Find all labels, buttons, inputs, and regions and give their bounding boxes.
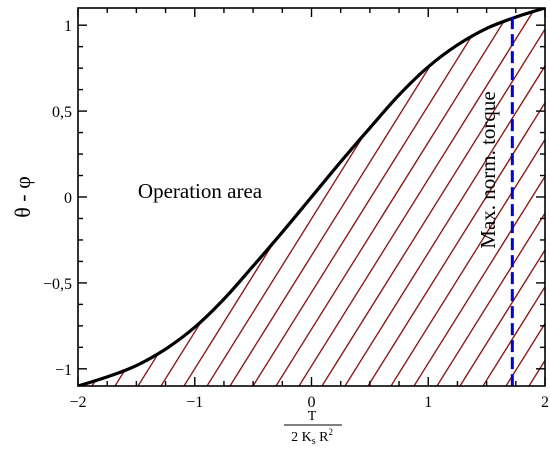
hatch-line: [252, 8, 490, 386]
axis-ticks: −2 −1 0 1 2 −1 −0,5 0 0,5 1: [43, 8, 549, 411]
x-tick-label: 1: [424, 394, 432, 411]
denominator-superscript: 2: [328, 427, 333, 437]
hatch-line: [0, 8, 6, 386]
hatch-line: [321, 8, 545, 386]
denominator-tail: R: [316, 430, 330, 445]
hatch-line: [275, 8, 513, 386]
y-tick-label: −0,5: [43, 276, 72, 293]
y-tick-label: −1: [55, 362, 72, 379]
y-axis-label: θ - φ: [10, 176, 35, 218]
x-tick-label: 0: [308, 394, 316, 411]
hatch-line: [482, 8, 545, 386]
hatch-line: [298, 8, 536, 386]
x-axis-label-denominator: 2 Ks R2: [291, 427, 333, 447]
series-curve: [78, 8, 545, 386]
hatch-line: [344, 8, 545, 386]
hatch-line: [390, 8, 545, 386]
x-tick-label: −2: [69, 394, 86, 411]
x-tick-label: 2: [541, 394, 549, 411]
hatch-line: [436, 8, 545, 386]
hatch-line: [459, 8, 545, 386]
y-tick-label: 0: [64, 190, 72, 207]
max-torque-label: Max. norm. torque: [476, 91, 500, 248]
denominator-main: 2 K: [291, 430, 312, 445]
x-tick-label: −1: [186, 394, 203, 411]
y-tick-label: 0,5: [52, 104, 72, 121]
denominator-subscript: s: [312, 436, 316, 447]
y-tick-label: 1: [64, 18, 72, 35]
hatch-line: [229, 8, 467, 386]
x-axis-label-numerator: T: [308, 409, 317, 424]
hatch-line: [367, 8, 545, 386]
hatch-line: [413, 8, 545, 386]
operation-area-label: Operation area: [138, 179, 263, 203]
